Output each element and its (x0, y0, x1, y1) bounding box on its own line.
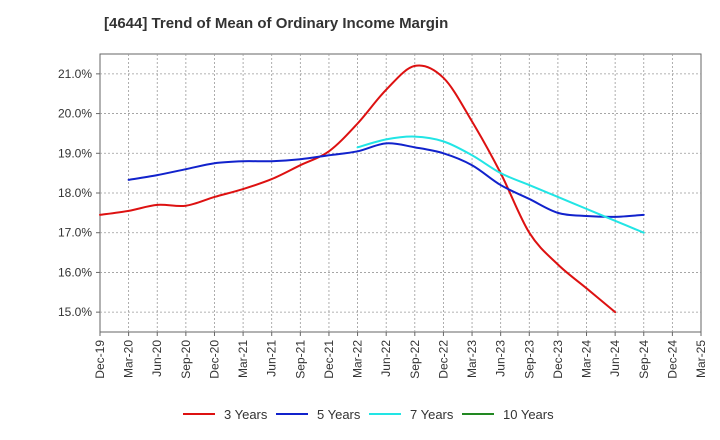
x-tick-label: Sep-23 (522, 340, 536, 379)
x-tick-label: Dec-21 (322, 340, 336, 379)
legend-label-7-years: 7 Years (410, 407, 454, 422)
x-tick-label: Jun-20 (150, 340, 164, 377)
grid-lines (100, 54, 701, 332)
x-tick-label: Mar-24 (580, 340, 594, 378)
legend-label-3-years: 3 Years (224, 407, 268, 422)
legend-label-10-years: 10 Years (503, 407, 554, 422)
x-tick-label: Sep-20 (179, 340, 193, 379)
y-tick-label: 18.0% (58, 186, 92, 200)
x-tick-label: Sep-21 (293, 340, 307, 379)
x-tick-label: Mar-20 (122, 340, 136, 378)
y-tick-label: 20.0% (58, 107, 92, 121)
legend: 3 Years 5 Years 7 Years 10 Years (183, 407, 554, 422)
series-lines (99, 64, 645, 314)
y-tick-label: 16.0% (58, 265, 92, 279)
x-tick-label: Jun-22 (379, 340, 393, 377)
x-tick-label: Dec-20 (207, 340, 221, 379)
x-tick-label: Mar-23 (465, 340, 479, 378)
series-line-7-years (356, 135, 645, 234)
series-line-5-years (127, 142, 645, 218)
x-tick-label: Dec-23 (551, 340, 565, 379)
y-tick-label: 21.0% (58, 67, 92, 81)
x-tick-label: Dec-19 (93, 340, 107, 379)
x-tick-label: Jun-24 (608, 340, 622, 377)
x-tick-label: Dec-22 (436, 340, 450, 379)
x-tick-label: Mar-21 (236, 340, 250, 378)
x-tick-label: Jun-23 (494, 340, 508, 377)
y-tick-label: 17.0% (58, 226, 92, 240)
x-tick-label: Mar-25 (694, 340, 708, 378)
x-axis: Dec-19 Mar-20 Jun-20 Sep-20 Dec-20 Mar-21 Jun-… (93, 332, 708, 379)
y-axis: 15.0% 16.0% 17.0% 18.0% 19.0% 20.0% 21.0% (58, 67, 100, 319)
x-tick-label: Sep-24 (637, 340, 651, 379)
x-tick-label: Jun-21 (265, 340, 279, 377)
series-line-3-years (99, 64, 617, 314)
y-tick-label: 15.0% (58, 305, 92, 319)
x-tick-label: Sep-22 (408, 340, 422, 379)
chart-title: [4644] Trend of Mean of Ordinary Income … (104, 15, 448, 32)
y-tick-label: 19.0% (58, 146, 92, 160)
x-tick-label: Mar-22 (351, 340, 365, 378)
x-tick-label: Dec-24 (665, 340, 679, 379)
legend-label-5-years: 5 Years (317, 407, 361, 422)
